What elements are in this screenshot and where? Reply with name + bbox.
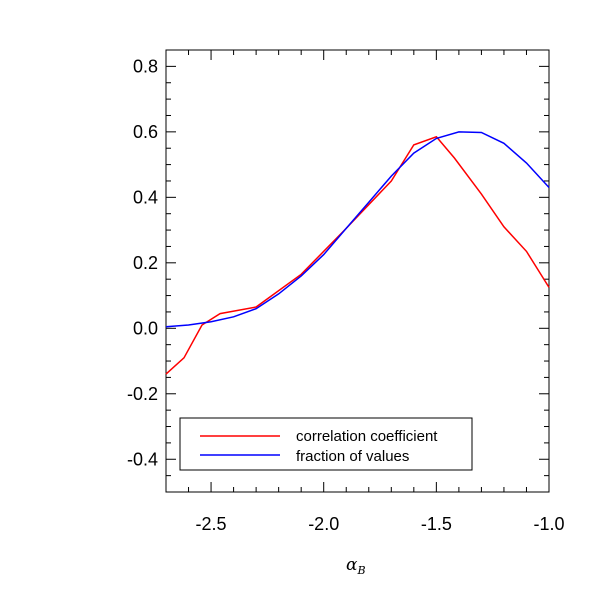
x-tick-label: -1.5 (421, 514, 452, 534)
plot-frame (165, 49, 550, 493)
series-line-fraction-of-values (165, 131, 550, 328)
y-tick-label: 0.2 (133, 253, 158, 273)
y-tick-label: -0.4 (127, 449, 158, 469)
legend-label-correlation-coefficient: correlation coefficient (296, 428, 438, 445)
y-tick-label: 0.4 (133, 187, 158, 207)
y-tick-label: 0.8 (133, 56, 158, 76)
y-axis: -0.4 -0.2 0.0 0.2 0.4 0.6 0.8 (127, 49, 549, 493)
legend-box (179, 417, 473, 471)
series-line-correlation-coefficient (165, 135, 550, 375)
x-axis-label: αB (346, 555, 366, 577)
x-tick-label: -2.0 (308, 514, 339, 534)
x-axis: -2.5 -2.0 -1.5 -1.0 (165, 50, 565, 534)
x-tick-label: -1.0 (533, 514, 564, 534)
legend-label-fraction-of-values: fraction of values (296, 448, 409, 465)
y-tick-label: -0.2 (127, 384, 158, 404)
legend: correlation coefficient fraction of valu… (179, 417, 473, 471)
y-tick-label: 0.6 (133, 122, 158, 142)
series-lines (165, 131, 550, 375)
y-tick-label: 0.0 (133, 318, 158, 338)
x-tick-label: -2.5 (196, 514, 227, 534)
